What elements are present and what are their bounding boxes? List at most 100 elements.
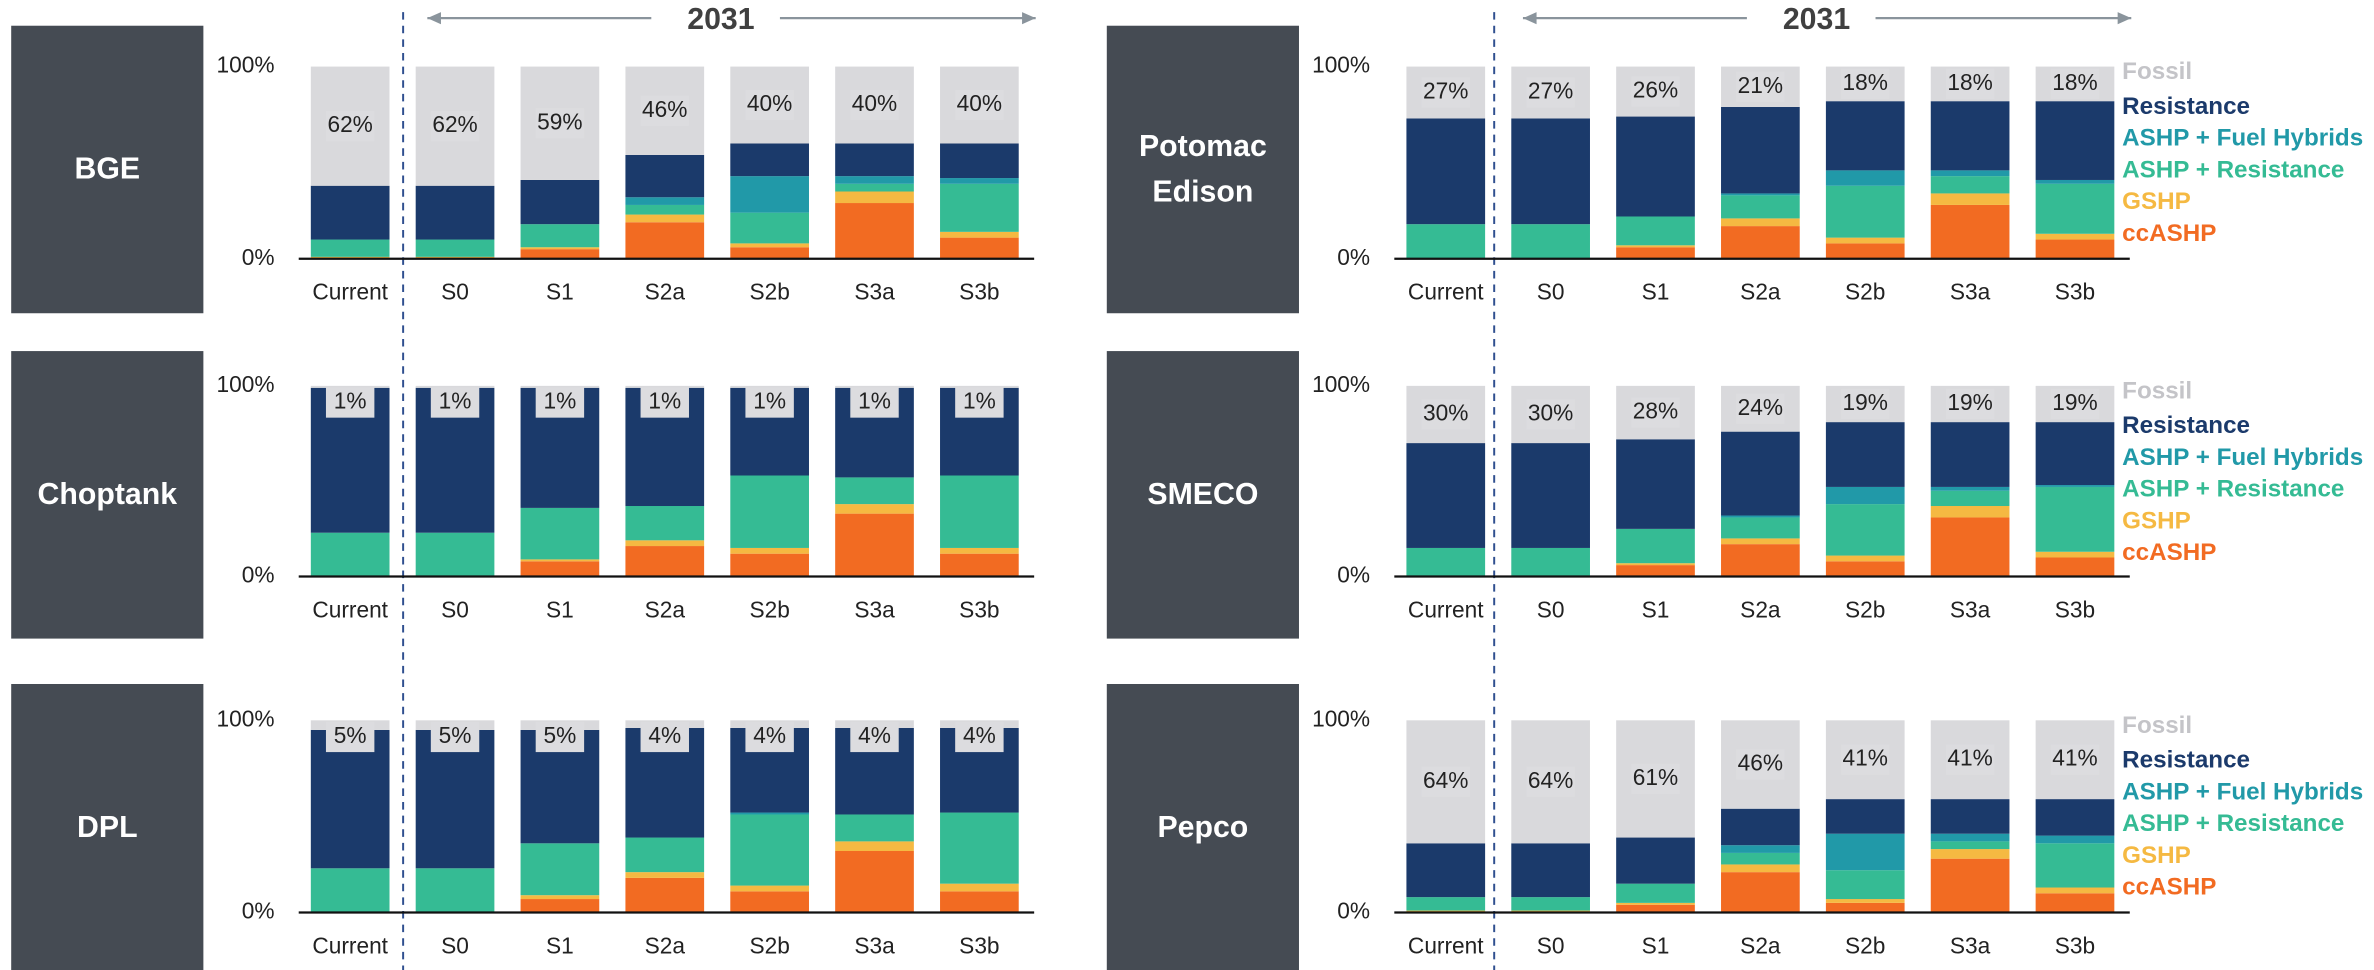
value-label-bg: [325, 721, 375, 753]
bar-segment: [1930, 193, 2010, 205]
bar-segment: [520, 559, 600, 562]
legend-entry: Fossil: [2122, 377, 2192, 404]
y-tick-label: 100%: [1312, 52, 1370, 78]
bar-segment: [1930, 101, 2010, 171]
bar-segment: [625, 197, 705, 205]
bar-segment: [415, 185, 495, 240]
bar-segment: [310, 868, 390, 913]
utility-label: DPL: [77, 811, 138, 845]
bar-segment: [1930, 849, 2010, 859]
bar-segment: [730, 385, 809, 388]
x-tick-label: S3b: [959, 932, 999, 958]
value-label: 41%: [2052, 745, 2097, 771]
bar-segment: [2035, 557, 2115, 577]
bar-segment: [2035, 485, 2115, 487]
bar-segment: [1825, 833, 1905, 871]
bar-segment: [310, 239, 390, 257]
bar-segment: [1825, 504, 1905, 556]
bar-segment: [730, 885, 809, 892]
x-tick-label: S3b: [959, 279, 999, 305]
label-panel: [1106, 351, 1299, 639]
legend-entry: GSHP: [2122, 842, 2191, 869]
bar-segment: [1825, 185, 1905, 238]
x-tick-label: S0: [441, 932, 469, 958]
x-tick-label: S3a: [1950, 932, 1991, 958]
bar-segment: [1721, 106, 1800, 194]
x-tick-label: S3b: [2055, 596, 2095, 622]
bar-segment: [835, 504, 914, 514]
bar-segment: [940, 178, 1019, 184]
value-label-bg: [1736, 393, 1785, 424]
x-tick-label: S0: [1537, 932, 1565, 958]
x-tick-label: S2a: [1740, 596, 1781, 622]
bar-segment: [730, 243, 809, 248]
bar-segment: [2035, 551, 2115, 558]
bar-segment: [625, 540, 705, 547]
label-box: Potomac Edison: [1138, 130, 1267, 209]
bar-segment: [1930, 422, 2010, 487]
x-tick-label: S3a: [1950, 279, 1991, 305]
bar-segment: [1511, 224, 1590, 259]
value-label-bg: [1631, 397, 1680, 428]
bar-segment: [625, 506, 705, 541]
bar-segment: [1825, 799, 1905, 834]
y-tick-label: 0%: [242, 244, 275, 270]
bar-segment: [1511, 443, 1590, 548]
value-label: 5%: [544, 722, 577, 748]
y-tick-label: 0%: [242, 562, 275, 588]
label-panel: [11, 351, 204, 639]
value-label: 5%: [334, 722, 367, 748]
x-tick-label: S3a: [854, 932, 895, 958]
bar-segment: [835, 513, 914, 577]
utility-label: Potomac Edison: [1138, 130, 1267, 209]
value-label-bg: [1631, 76, 1680, 107]
value-label-bg: [850, 387, 899, 418]
bar-segment: [1616, 439, 1695, 529]
bar-segment: [1616, 563, 1695, 566]
bar-segment: [1721, 808, 1800, 846]
utility-label: Choptank: [37, 478, 178, 512]
bar-segment: [1616, 904, 1695, 913]
x-tick-label: S1: [546, 932, 574, 958]
bar-segment: [1721, 517, 1800, 539]
value-label: 46%: [642, 96, 687, 122]
bar-segment: [1930, 486, 2010, 491]
x-tick-label: S3a: [1950, 596, 1991, 622]
bar-segment: [2035, 799, 2115, 836]
value-label: 40%: [852, 90, 897, 116]
bar-segment: [1511, 118, 1590, 225]
label-panel: [11, 25, 204, 314]
bar-segment: [1616, 116, 1695, 217]
bar-segment: [730, 547, 809, 554]
value-label: 1%: [648, 388, 681, 414]
value-label: 1%: [439, 388, 472, 414]
period-arrowhead: [1022, 12, 1036, 25]
bar-segment: [625, 204, 705, 215]
value-label: 21%: [1738, 72, 1783, 98]
bar-segment: [1406, 843, 1486, 898]
bar-segment: [940, 883, 1019, 892]
bar-segment: [1406, 547, 1486, 577]
x-tick-label: S1: [546, 596, 574, 622]
bar-segment: [1616, 528, 1695, 564]
value-label-bg: [430, 387, 480, 418]
value-label: 4%: [963, 722, 996, 748]
value-label-bg: [325, 387, 375, 418]
x-tick-label: S1: [1642, 279, 1670, 305]
bar-segment: [520, 249, 600, 259]
period-label: 2031: [1783, 3, 1850, 36]
period-arrowhead: [427, 12, 441, 25]
bar-segment: [1721, 845, 1800, 853]
bar-segment: [1721, 544, 1800, 577]
bar-segment: [2035, 422, 2115, 486]
bar-segment: [2035, 486, 2115, 552]
value-label-bg: [1945, 744, 1995, 775]
bar-segment: [1406, 897, 1486, 911]
bar-segment: [1616, 245, 1695, 248]
value-label: 19%: [2052, 389, 2097, 415]
y-tick-label: 0%: [1337, 897, 1370, 923]
bar-segment: [1721, 226, 1800, 259]
bar-segment: [940, 183, 1019, 232]
bar-segment: [520, 179, 600, 225]
bar-segment: [835, 176, 914, 184]
